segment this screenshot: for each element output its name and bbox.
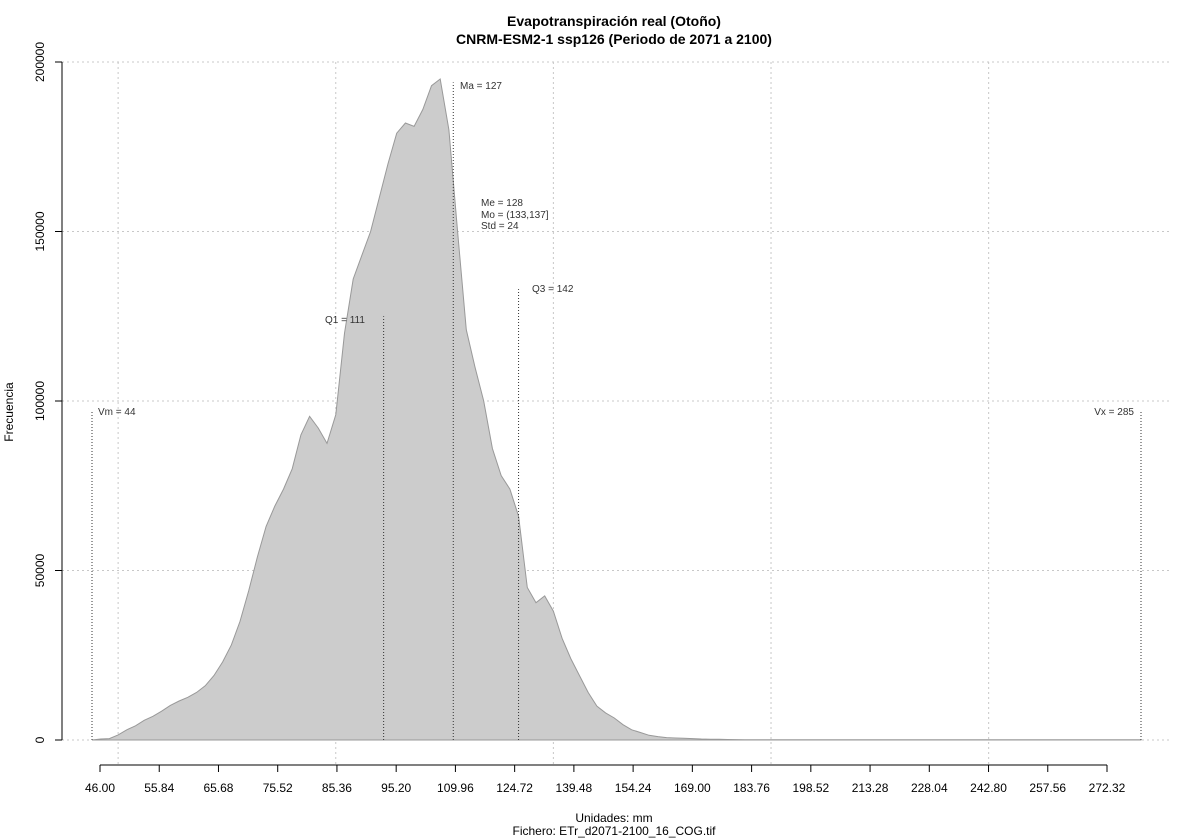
y-tick-label-4: 200000 — [33, 42, 47, 82]
axes — [61, 62, 1107, 766]
y-ticks: 0 50000 100000 150000 200000 — [33, 42, 62, 743]
x-tick-label-17: 272.32 — [1089, 781, 1126, 795]
stat-q1-label: Q1 = 111 — [325, 315, 365, 326]
y-tick-label-2: 100000 — [33, 381, 47, 421]
stat-me-label: Me = 128 — [481, 198, 523, 209]
x-tick-label-0: 46.00 — [85, 781, 115, 795]
x-tick-label-4: 85.36 — [322, 781, 352, 795]
y-axis-label: Frecuencia — [2, 382, 16, 442]
y-tick-label-0: 0 — [33, 736, 47, 743]
x-tick-label-16: 257.56 — [1029, 781, 1066, 795]
y-tick-label-1: 50000 — [33, 553, 47, 587]
x-tick-label-6: 109.96 — [437, 781, 474, 795]
x-tick-label-1: 55.84 — [144, 781, 174, 795]
x-axis-label: Unidades: mm — [575, 811, 652, 825]
x-tick-label-7: 124.72 — [496, 781, 533, 795]
x-tick-label-3: 75.52 — [263, 781, 293, 795]
x-tick-label-11: 183.76 — [733, 781, 770, 795]
stat-std-label: Std = 24 — [481, 221, 519, 232]
x-tick-label-12: 198.52 — [792, 781, 829, 795]
stat-vm-label: Vm = 44 — [98, 407, 136, 418]
chart-subtitle: CNRM-ESM2-1 ssp126 (Periodo de 2071 a 21… — [456, 31, 772, 47]
stat-lines — [91, 82, 1142, 740]
x-ticks: 46.00 55.84 65.68 75.52 85.36 95.20 109.96 124.… — [85, 765, 1126, 795]
x-tick-label-14: 228.04 — [911, 781, 948, 795]
x-tick-label-2: 65.68 — [203, 781, 233, 795]
y-tick-label-3: 150000 — [33, 211, 47, 251]
x-tick-label-9: 154.24 — [615, 781, 652, 795]
x-tick-label-8: 139.48 — [556, 781, 593, 795]
stat-mo-label: Mo = (133,137] — [481, 210, 549, 221]
x-tick-label-5: 95.20 — [381, 781, 411, 795]
stat-q3-label: Q3 = 142 — [532, 284, 574, 295]
stat-vx-label: Vx = 285 — [1094, 407, 1134, 418]
x-tick-label-10: 169.00 — [674, 781, 711, 795]
stat-ma-label: Ma = 127 — [460, 81, 502, 92]
x-tick-label-15: 242.80 — [970, 781, 1007, 795]
footer-filename: Fichero: ETr_d2071-2100_16_COG.tif — [513, 824, 717, 838]
chart-title: Evapotranspiración real (Otoño) — [507, 13, 721, 29]
density-area — [91, 78, 1142, 741]
x-tick-label-13: 213.28 — [852, 781, 889, 795]
